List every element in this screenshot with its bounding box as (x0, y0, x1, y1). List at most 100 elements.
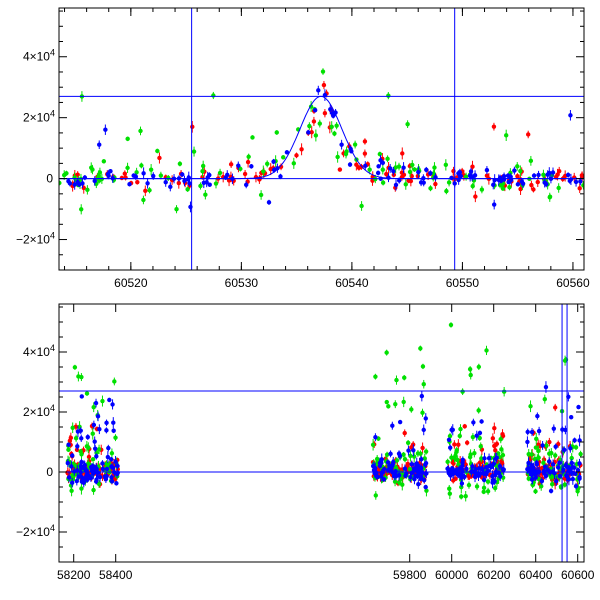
data-point (492, 485, 498, 491)
y-tick-label: 0 (46, 172, 53, 186)
data-point (473, 194, 478, 199)
data-point (266, 200, 272, 205)
data-point (533, 489, 538, 494)
data-point (453, 453, 458, 458)
data-point (380, 180, 386, 185)
data-point (497, 463, 503, 469)
data-point (498, 437, 503, 442)
data-point (72, 365, 78, 370)
data-point (307, 123, 312, 129)
data-point (447, 491, 453, 496)
data-point (500, 186, 506, 191)
data-point (432, 165, 437, 170)
data-point (547, 194, 553, 199)
data-point (459, 494, 464, 499)
data-point (226, 178, 232, 183)
data-point (462, 424, 467, 429)
data-point (182, 178, 187, 184)
data-point (79, 374, 84, 380)
data-point (392, 479, 398, 484)
data-point (337, 167, 343, 172)
data-point (393, 474, 399, 479)
data-point (536, 448, 541, 454)
data-point (66, 442, 71, 447)
data-point (97, 426, 102, 432)
data-point (278, 174, 283, 179)
data-point (455, 472, 461, 477)
data-point (512, 168, 517, 173)
data-point (518, 186, 523, 192)
data-point (125, 136, 130, 142)
data-point (91, 422, 97, 428)
x-tick-label: 60520 (114, 276, 148, 290)
data-point (408, 453, 413, 459)
data-point (139, 163, 144, 168)
data-point (75, 468, 80, 473)
data-point (66, 447, 71, 452)
data-point (320, 69, 326, 74)
data-point (294, 153, 299, 158)
data-point (536, 455, 541, 460)
data-point (405, 121, 410, 127)
data-point (410, 162, 415, 168)
data-point (557, 460, 562, 465)
data-point (423, 449, 429, 454)
data-point (94, 477, 99, 482)
data-point (109, 479, 115, 484)
data-point (526, 451, 531, 457)
data-point (577, 461, 582, 466)
data-point (449, 175, 454, 181)
data-point (566, 477, 572, 482)
data-point (555, 172, 560, 177)
data-point (539, 478, 545, 484)
data-point (93, 400, 99, 406)
data-point (401, 165, 406, 170)
data-point (457, 170, 463, 175)
data-point (396, 451, 402, 456)
data-point (423, 462, 428, 467)
data-point (421, 477, 427, 483)
data-point (481, 489, 486, 495)
data-point (375, 170, 381, 176)
data-point (335, 154, 340, 160)
data-point (109, 451, 115, 456)
data-point (452, 442, 457, 447)
data-point (72, 175, 77, 180)
data-point (76, 474, 82, 479)
data-point (570, 464, 575, 470)
data-point (138, 128, 143, 134)
data-point (515, 164, 520, 169)
y-tick-label: 0 (46, 465, 53, 479)
data-point (418, 465, 424, 470)
data-point (501, 467, 506, 472)
data-point (80, 181, 85, 186)
data-point (79, 436, 84, 441)
data-point (576, 404, 581, 410)
data-point (72, 182, 77, 187)
data-point (91, 405, 96, 410)
data-point (548, 488, 554, 494)
data-point (545, 467, 551, 473)
data-point (168, 184, 173, 190)
data-point (557, 168, 562, 174)
data-point (551, 426, 557, 431)
data-point (416, 169, 421, 175)
data-point (373, 374, 378, 379)
data-point (94, 454, 99, 459)
data-point (431, 171, 436, 176)
data-point (515, 174, 520, 179)
data-point (544, 443, 549, 448)
data-point (494, 455, 499, 460)
data-point (113, 459, 118, 464)
data-point (378, 474, 384, 479)
data-point (401, 399, 406, 405)
data-point (278, 164, 284, 170)
data-point (306, 130, 311, 135)
data-point (157, 155, 162, 161)
data-point (100, 461, 105, 466)
data-point (268, 166, 273, 172)
data-point (581, 183, 584, 188)
data-point (471, 420, 476, 425)
data-point (492, 425, 497, 431)
data-point (541, 172, 546, 178)
